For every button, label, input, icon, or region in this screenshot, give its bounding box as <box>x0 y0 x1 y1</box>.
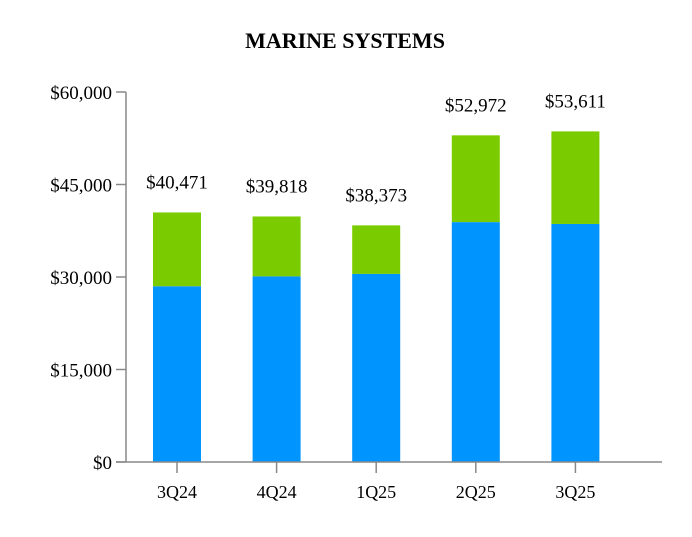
y-tick-label-30000: $30,000 <box>50 268 112 289</box>
bar-2Q25-segment-2 <box>451 135 500 223</box>
bar-4Q24-segment-1 <box>252 276 301 462</box>
total-label-3Q25: $53,611 <box>545 91 606 112</box>
bar-4Q24-segment-2 <box>252 216 301 277</box>
x-tick-label-1Q25: 1Q25 <box>356 482 396 502</box>
bar-3Q24-segment-1 <box>153 286 201 462</box>
x-tick-label-4Q24: 4Q24 <box>257 482 297 502</box>
total-label-2Q25: $52,972 <box>445 95 507 116</box>
bar-1Q25-segment-2 <box>352 225 401 274</box>
y-tick-label-0: $0 <box>93 453 112 474</box>
bar-3Q25-segment-1 <box>551 223 600 462</box>
x-tick-label-3Q24: 3Q24 <box>157 482 197 502</box>
total-label-1Q25: $38,373 <box>345 185 407 206</box>
y-tick-label-60000: $60,000 <box>50 83 112 104</box>
bar-2Q25-segment-1 <box>451 222 500 462</box>
chart-title: MARINE SYSTEMS <box>245 28 445 53</box>
y-tick-label-45000: $45,000 <box>50 176 112 197</box>
total-label-3Q24: $40,471 <box>146 172 208 193</box>
x-tick-label-2Q25: 2Q25 <box>456 482 496 502</box>
total-label-4Q24: $39,818 <box>246 176 308 197</box>
x-tick-label-3Q25: 3Q25 <box>555 482 595 502</box>
y-tick-label-15000: $15,000 <box>50 361 112 382</box>
bar-1Q25-segment-1 <box>352 273 401 462</box>
bar-3Q24-segment-2 <box>153 212 201 287</box>
bar-3Q25-segment-2 <box>551 131 600 224</box>
